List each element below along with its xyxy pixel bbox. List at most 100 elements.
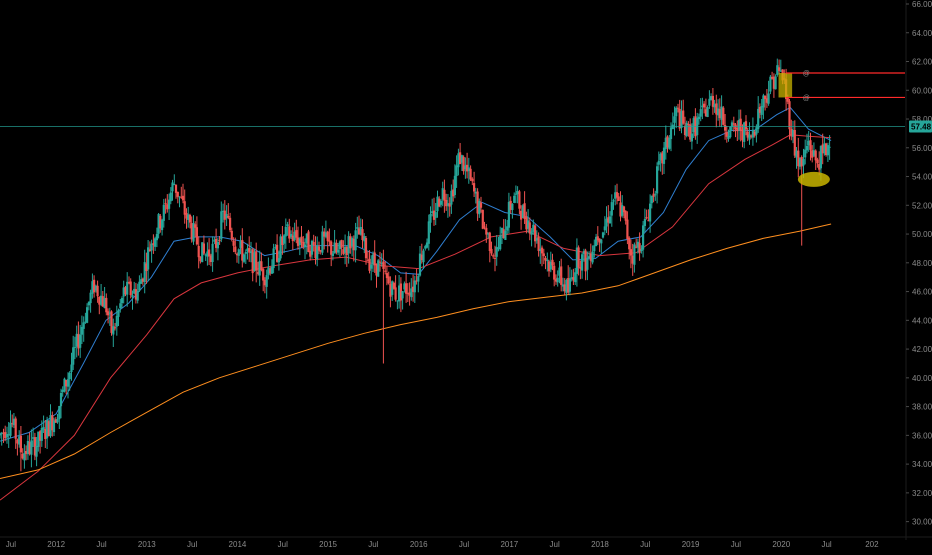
candle-body [244, 251, 247, 254]
candle-body [535, 238, 538, 241]
candle-body [37, 431, 40, 447]
candle-body [248, 248, 251, 253]
candle-body [629, 249, 632, 256]
candle-body [528, 222, 531, 234]
candle-body [51, 415, 54, 431]
candle-body [178, 196, 181, 198]
candle-body [296, 237, 300, 246]
candle-body [431, 211, 434, 214]
candle-body [141, 278, 144, 282]
candle-body [621, 205, 624, 216]
candle-body [389, 283, 392, 297]
x-tick-label: Jul [368, 540, 378, 549]
candle-body [659, 153, 662, 161]
candle-body [28, 442, 31, 454]
candle-body [220, 211, 223, 240]
level-marker: @ [803, 95, 810, 102]
candle-body [267, 267, 270, 275]
candle-body [805, 146, 809, 151]
candle-body [818, 163, 821, 170]
candle-body [605, 218, 608, 227]
candle-body [0, 434, 2, 436]
candle-body [615, 192, 619, 198]
candle-body [455, 165, 458, 176]
candle-body [120, 297, 124, 304]
candle-body [608, 216, 612, 223]
candle-body [290, 234, 293, 237]
candle-body [539, 248, 542, 252]
candle-body [516, 191, 519, 195]
candle-body [274, 246, 277, 248]
y-tick-label: 54.00 [912, 173, 932, 182]
candle-body [504, 230, 507, 240]
candle-body [222, 210, 225, 212]
candle-body [771, 77, 774, 79]
level-marker: @ [803, 71, 810, 78]
candle-body [23, 453, 26, 461]
candle-body [490, 248, 493, 254]
candle-body [753, 131, 756, 136]
candle-body [823, 143, 826, 154]
candle-body [530, 231, 533, 235]
candle-body [112, 326, 115, 335]
candle-body [227, 216, 230, 218]
candle-body [704, 109, 707, 117]
candle-body [492, 255, 495, 257]
candle-body [317, 246, 321, 251]
x-tick-label: 2020 [772, 540, 790, 549]
candle-body [807, 140, 810, 146]
candle-body [427, 221, 430, 244]
time-axis[interactable]: Jul 2012 Jul 2013 Jul 2014 Jul 2015 Jul 2016 Jul 20… [0, 536, 932, 549]
candle-body [18, 436, 21, 445]
candle-body [544, 258, 547, 261]
candle-body [42, 427, 45, 430]
candle-body [302, 241, 305, 247]
candle-body [708, 98, 711, 106]
candle-body [279, 236, 282, 259]
candle-body [467, 167, 470, 172]
candle-body [216, 242, 219, 249]
candle-body [338, 241, 341, 250]
candle-body [201, 242, 204, 263]
candle-body [119, 303, 122, 309]
candle-body [0, 432, 3, 435]
candle-body [542, 253, 545, 257]
candle-body [157, 214, 160, 234]
candle-body [727, 136, 730, 139]
price-axis[interactable]: 30.00 32.00 34.00 36.00 38.00 40.00 42.00 44.00… [905, 0, 932, 540]
candle-body [405, 283, 408, 294]
candle-body [575, 247, 578, 274]
candle-body [169, 192, 172, 202]
candle-body [628, 237, 631, 250]
candle-body [319, 250, 322, 252]
candle-body [77, 334, 80, 349]
candle-body [258, 261, 261, 276]
candle-body [21, 454, 24, 459]
candle-body [666, 136, 669, 148]
y-tick-label: 58.00 [912, 115, 932, 124]
candle-body [14, 418, 17, 439]
candle-body [725, 132, 728, 137]
candle-body [474, 191, 477, 194]
candle-body [65, 380, 68, 387]
candle-body [776, 65, 779, 75]
candle-body [199, 256, 202, 262]
candle-body [180, 196, 183, 198]
candle-body [241, 240, 244, 261]
candle-body [438, 198, 441, 207]
candle-body [283, 235, 286, 244]
candle-body [246, 248, 249, 251]
candle-body [828, 146, 831, 148]
candle-body [746, 131, 749, 138]
moving-average-line [0, 223, 832, 479]
candle-body [730, 122, 734, 127]
candle-body [471, 178, 474, 182]
x-tick-label: Jul [550, 540, 560, 549]
x-tick-label: 2017 [500, 540, 518, 549]
candle-body [237, 249, 240, 256]
candle-body [326, 231, 329, 242]
candle-body [295, 230, 298, 238]
candle-body [591, 251, 594, 263]
